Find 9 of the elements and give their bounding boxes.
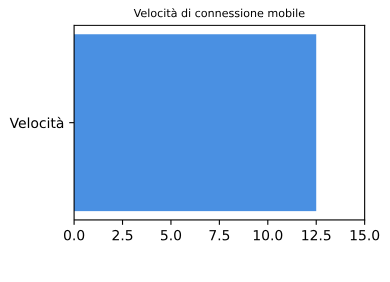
y-tick-label: Velocità [10,116,64,128]
x-tick-label: 10.0 [254,230,282,240]
x-tick-label: 12.5 [302,230,330,240]
x-tick-label: 15.0 [350,230,380,240]
chart-title: Velocità di connessione mobile [134,8,304,18]
x-tick-label: 0.0 [64,230,84,240]
x-tick-label: 2.5 [112,230,132,240]
x-tick-label: 7.5 [209,230,230,240]
x-tick-label: 5.0 [160,230,182,240]
